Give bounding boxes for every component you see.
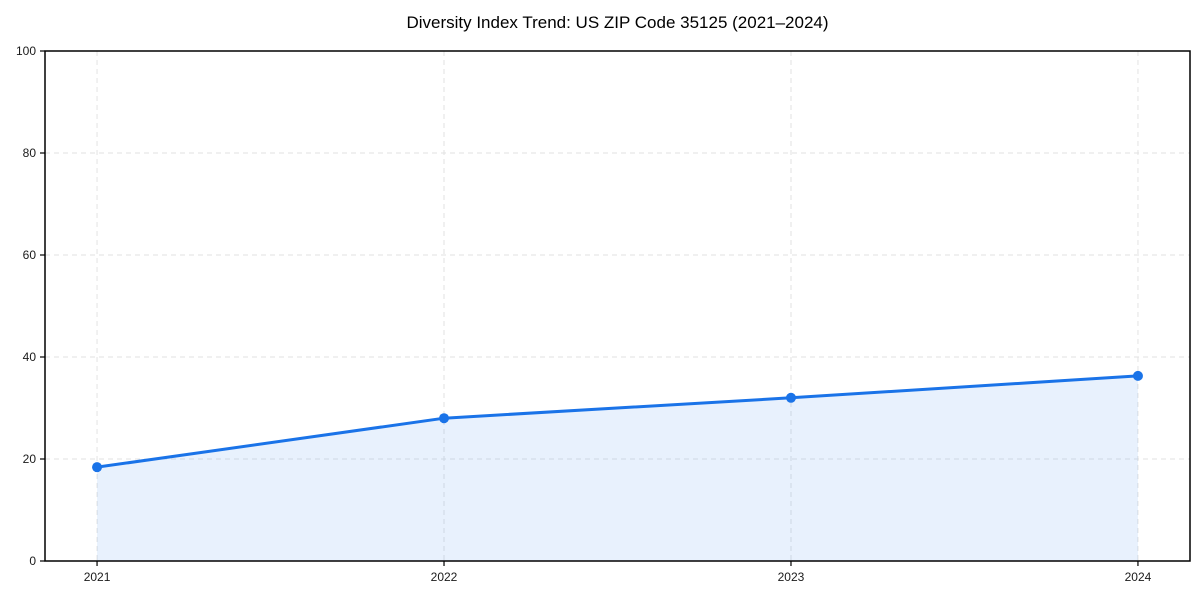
plot-border — [44, 50, 1191, 562]
x-tick-label: 2022 — [431, 570, 458, 584]
y-tick-label: 80 — [23, 146, 37, 160]
data-point-2023 — [785, 392, 796, 403]
y-tick-label: 40 — [23, 350, 37, 364]
y-tick-label: 0 — [29, 554, 36, 568]
y-tick-label: 60 — [23, 248, 37, 262]
x-tick-label: 2023 — [778, 570, 805, 584]
data-point-2024 — [1132, 370, 1143, 381]
chart-title: Diversity Index Trend: US ZIP Code 35125… — [406, 13, 829, 32]
x-tick-label: 2024 — [1125, 570, 1152, 584]
x-tick-label: 2021 — [84, 570, 111, 584]
y-tick-label: 20 — [23, 452, 37, 466]
trend-line — [95, 374, 1140, 469]
data-point-2022 — [439, 413, 450, 424]
data-point-2021 — [92, 462, 103, 473]
y-tick-label: 100 — [16, 44, 36, 58]
area-fill — [97, 375, 1138, 561]
